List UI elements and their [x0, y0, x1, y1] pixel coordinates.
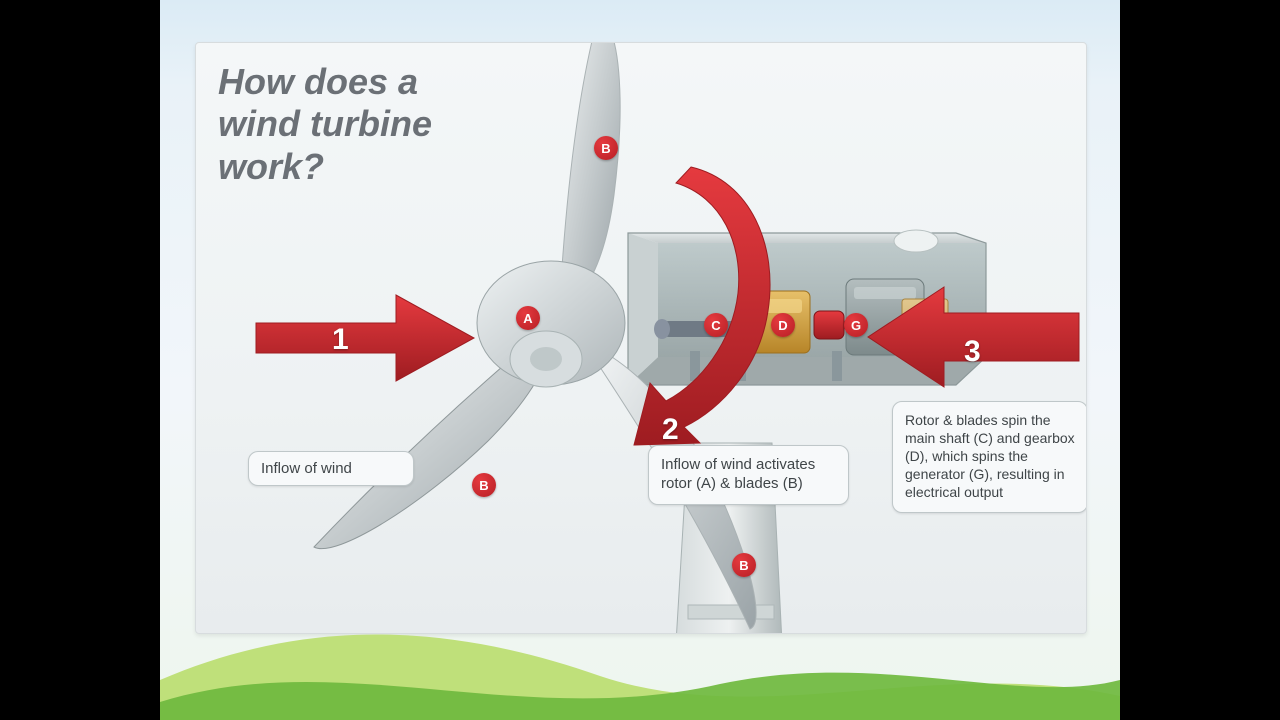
slide: How does a wind turbine work? 1 2 3 A B B B C D… [160, 0, 1120, 720]
title-line-2: wind turbine [218, 103, 478, 145]
badge-b2: B [472, 473, 496, 497]
badge-g: G [844, 313, 868, 337]
badge-a: A [516, 306, 540, 330]
stage: How does a wind turbine work? 1 2 3 A B B B C D… [0, 0, 1280, 720]
caption-1-text: Inflow of wind [261, 460, 352, 477]
badge-b1: B [594, 136, 618, 160]
blade-top [562, 43, 620, 297]
title-line-1: How does a [218, 61, 478, 103]
badge-c: C [704, 313, 728, 337]
badge-d: D [771, 313, 795, 337]
step-number-2: 2 [662, 413, 679, 447]
step-number-1: 1 [332, 323, 349, 357]
title-line-3: work? [218, 146, 478, 188]
step-arrow-2 [596, 161, 786, 451]
letterbox-right [1120, 0, 1280, 720]
caption-3-text: Rotor & blades spin the main shaft (C) a… [905, 412, 1075, 500]
caption-3: Rotor & blades spin the main shaft (C) a… [892, 401, 1087, 513]
coupling [814, 311, 844, 339]
caption-2: Inflow of wind activates rotor (A) & bla… [648, 445, 849, 505]
step-arrow-1 [246, 283, 476, 393]
nacelle [628, 230, 986, 385]
badge-b3: B [732, 553, 756, 577]
letterbox-left [0, 0, 160, 720]
caption-2-text: Inflow of wind activates rotor (A) & bla… [661, 456, 815, 492]
caption-1: Inflow of wind [248, 451, 414, 486]
step-number-3: 3 [964, 335, 981, 369]
panel-title: How does a wind turbine work? [218, 61, 478, 188]
infographic-panel: How does a wind turbine work? 1 2 3 A B B B C D… [195, 42, 1087, 634]
rotor-hub [477, 261, 625, 387]
